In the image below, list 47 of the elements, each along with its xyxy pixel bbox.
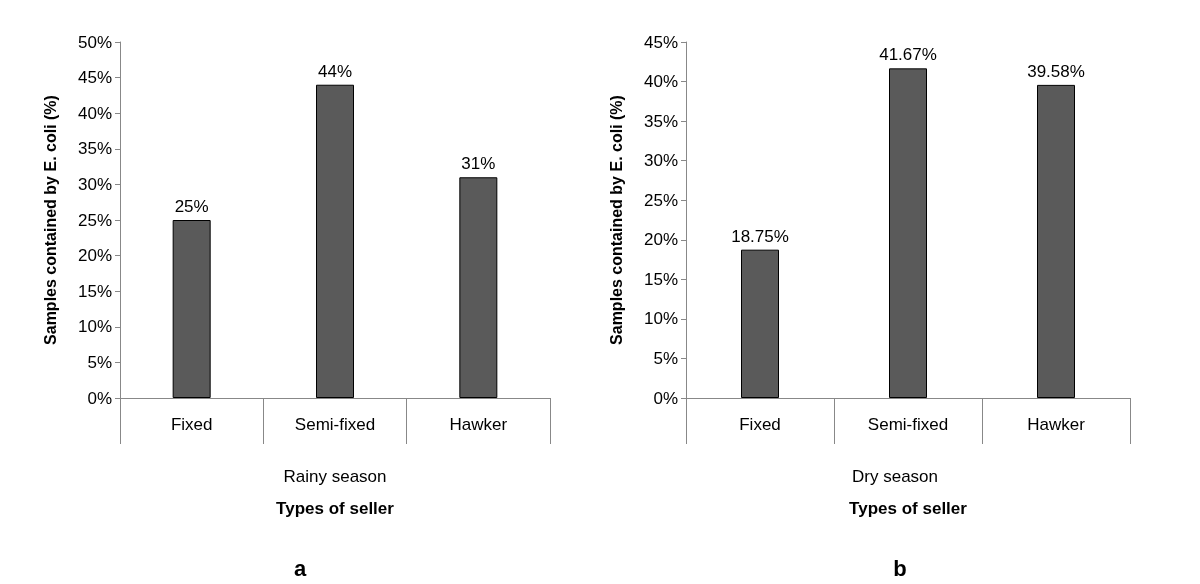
x-tick-label: Semi-fixed (294, 415, 376, 434)
text: Dry season (852, 467, 938, 486)
y-tick-label: 50% (77, 32, 112, 52)
x-tick-label: Hawker (449, 415, 508, 434)
text: a (293, 555, 307, 581)
bar (741, 249, 779, 398)
y-tick-label: 25% (643, 190, 678, 210)
y-tick-label: 35% (643, 111, 678, 131)
y-tick-label: 0% (653, 388, 678, 408)
y-tick-label: 40% (643, 72, 678, 92)
x-tick-label: Semi-fixed (867, 415, 949, 434)
x-tick-label: Hawker (1027, 415, 1086, 434)
y-tick-label: 35% (77, 139, 112, 159)
bar (316, 84, 354, 398)
text: b (893, 555, 907, 581)
y-tick-label: 10% (643, 309, 678, 329)
data-label: 31% (461, 154, 496, 174)
bar (172, 220, 211, 398)
y-tick-label: 20% (643, 230, 678, 250)
y-tick-label: 0% (87, 388, 112, 408)
y-tick-label: 15% (77, 281, 112, 301)
y-axis-title: Samples contained by E. coli (%) (41, 95, 59, 345)
y-tick-label: 45% (77, 68, 112, 88)
x-axis-title: Types of seller (849, 499, 968, 518)
y-tick-label: 30% (77, 174, 112, 194)
y-tick-label: 25% (77, 210, 112, 230)
y-tick-label: 5% (653, 348, 678, 368)
y-tick-label: 20% (77, 246, 112, 266)
x-tick-label: Fixed (170, 415, 213, 434)
y-tick-label: 40% (77, 103, 112, 123)
y-tick-label: 30% (643, 151, 678, 171)
x-axis-title: Types of seller (276, 499, 395, 518)
y-axis-title: Samples contained by E. coli (%) (607, 95, 625, 345)
bar (459, 177, 498, 398)
y-tick-label: 45% (643, 32, 678, 52)
bar (889, 68, 927, 398)
bar (1037, 84, 1075, 398)
data-label: 18.75% (731, 226, 789, 246)
text: Rainy season (283, 467, 387, 486)
y-tick-label: 15% (643, 269, 678, 289)
x-tick-label: Fixed (739, 415, 781, 434)
data-label: 39.58% (1027, 61, 1085, 81)
data-label: 44% (317, 61, 353, 81)
y-tick-label: 5% (87, 352, 112, 372)
data-label: 41.67% (879, 45, 937, 65)
data-label: 25% (174, 197, 209, 216)
y-tick-label: 10% (77, 317, 112, 337)
